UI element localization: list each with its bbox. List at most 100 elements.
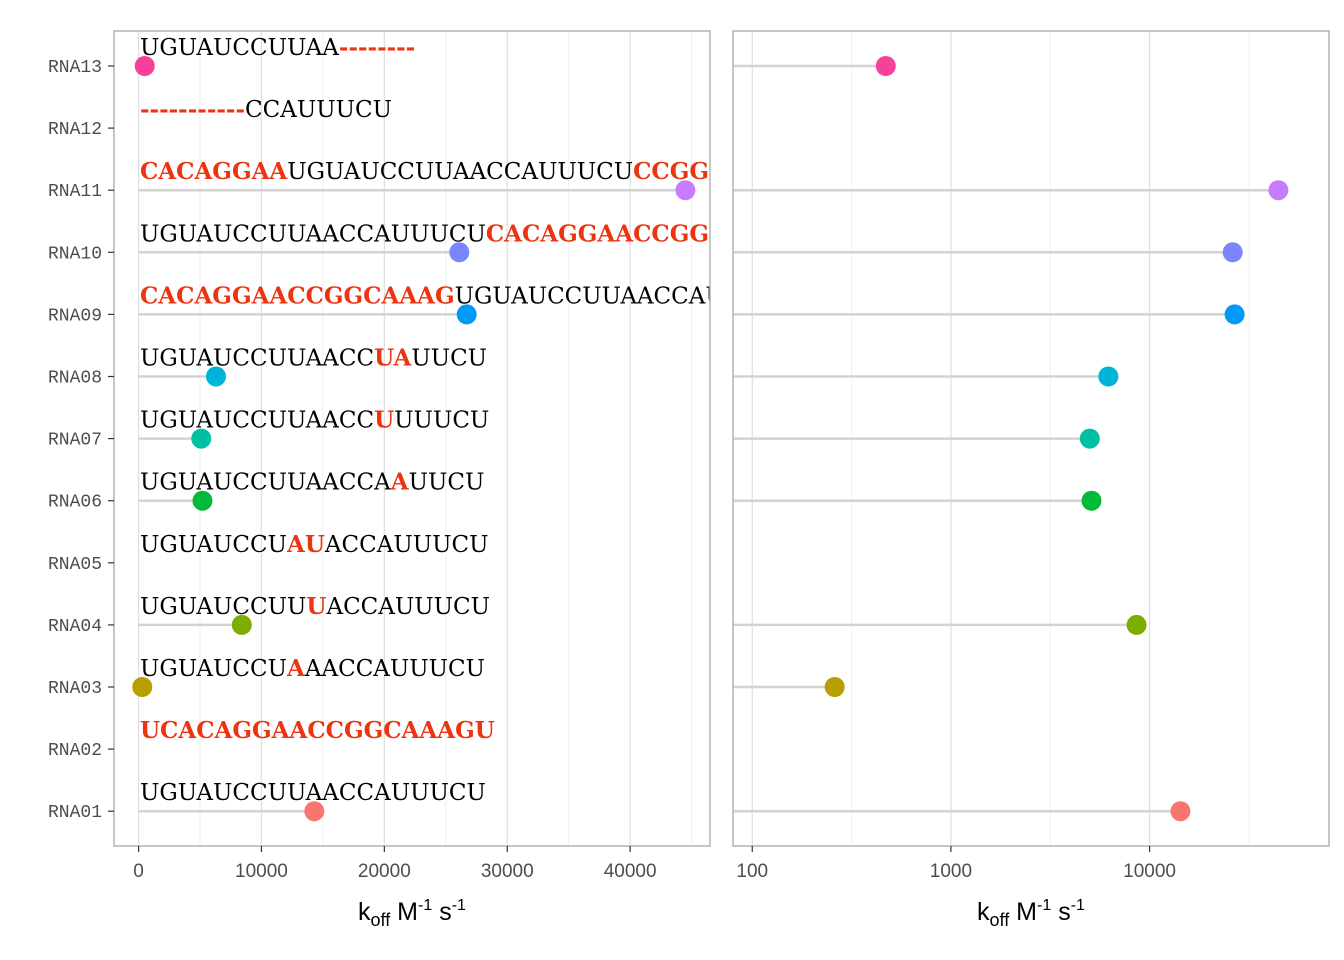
y-tick-label: RNA02 <box>48 741 102 761</box>
x-axis-title-subscript: off <box>990 910 1011 930</box>
x-axis-title-unit-s: s <box>1051 898 1070 926</box>
panel-linear-background <box>114 31 710 846</box>
y-tick-label: RNA11 <box>48 182 102 202</box>
x-axis-log: 100 1000 10000 <box>736 846 1176 882</box>
sequence-label-rna10: UGUAUCCUUAACCAUUUCUCACAGGAACCGGCA <box>140 220 746 247</box>
sequence-segment: UGUAUCCUU <box>140 594 306 620</box>
x-axis-title-unit-m: M <box>390 898 418 926</box>
sequence-segment: UGUAUCCUUAACC <box>140 408 374 434</box>
sequence-highlight: U <box>374 407 394 434</box>
x-axis-title-linear: koff M-1 s-1 <box>358 897 466 930</box>
sequence-label-rna06: UGUAUCCUUAACCAAUUCU <box>140 469 484 496</box>
x-axis-title-base: k <box>977 898 990 926</box>
sequence-highlight: UCACAGGAACCGGCAAAGU <box>140 717 495 744</box>
x-tick-label: 0 <box>133 861 144 882</box>
x-axis-title-unit-s: s <box>432 898 451 926</box>
sequence-highlight: CACAGGAA <box>140 158 288 185</box>
y-tick-label: RNA09 <box>48 306 102 326</box>
data-point-rna07 <box>1079 428 1100 449</box>
sequence-segment: UGUAUCCUUAACCAUUUCU <box>287 159 633 185</box>
data-point-rna10 <box>1222 242 1243 263</box>
panel-linear-points <box>132 56 696 822</box>
sequence-segment: UUCU <box>409 470 485 496</box>
data-point-rna08 <box>205 366 226 387</box>
data-point-rna09 <box>456 304 477 325</box>
panel-log-points <box>824 56 1289 822</box>
x-tick-label: 10000 <box>235 861 288 882</box>
data-point-rna07 <box>191 428 212 449</box>
x-axis-title-base: k <box>358 898 371 926</box>
sequence-segment: ACCAUUUCU <box>325 594 490 620</box>
sequence-segment: UGUAUCCUUAACCAUU <box>455 283 744 309</box>
data-point-rna04 <box>1126 614 1147 635</box>
data-point-rna01 <box>304 801 325 822</box>
sequence-highlight: A <box>390 469 410 496</box>
sequence-label-rna07: UGUAUCCUUAACCUUUUCU <box>140 407 489 434</box>
sequence-segment: UGUAUCCUUAACCAUUUCU <box>140 780 486 806</box>
sequence-label-rna11: CACAGGAAUGUAUCCUUAACCAUUUCUCCGGCA <box>140 158 746 185</box>
y-tick-label: RNA12 <box>48 120 102 140</box>
sequence-highlight: CACAGGAACCGGCA <box>486 220 746 247</box>
sequence-label-rna08: UGUAUCCUUAACCUAUUCU <box>140 345 487 372</box>
sequence-segment: ACCAUUUCU <box>324 532 489 558</box>
sequence-label-rna12: -----------CCAUUUCU <box>140 96 392 123</box>
sequence-highlight: ----------- <box>140 96 245 123</box>
data-point-rna01 <box>1170 801 1191 822</box>
y-tick-label: RNA06 <box>48 493 102 513</box>
sequence-label-rna05: UGUAUCCUAUACCAUUUCU <box>140 531 488 558</box>
sequence-segment: UUUCU <box>394 408 489 434</box>
x-axis-title-subscript: off <box>371 910 392 930</box>
sequence-segment: CCAUUUCU <box>245 97 392 123</box>
data-point-rna13 <box>875 56 896 76</box>
sequence-label-rna02: UCACAGGAACCGGCAAAGU <box>140 717 495 744</box>
sequence-segment: UGUAUCCUUAACCAUUUCU <box>140 221 486 247</box>
sequence-labels: UGUAUCCUUAACCAUUUCUUCACAGGAACCGGCAAAGUUG… <box>140 34 746 806</box>
y-tick-label: RNA04 <box>48 617 102 637</box>
y-tick-label: RNA01 <box>48 803 102 823</box>
sequence-label-rna13: UGUAUCCUUAA-------- <box>140 34 415 61</box>
x-tick-label: 20000 <box>358 861 411 882</box>
data-point-rna11 <box>675 180 696 201</box>
x-axis-linear: 0 10000 20000 30000 40000 <box>133 846 657 882</box>
y-tick-label: RNA05 <box>48 555 102 575</box>
sequence-segment: UGUAUCCU <box>140 532 287 558</box>
data-point-rna06 <box>1081 490 1102 511</box>
x-axis-title-superscript-2: -1 <box>1071 897 1085 914</box>
x-axis-title-superscript-2: -1 <box>452 897 466 914</box>
sequence-highlight: UA <box>374 345 412 372</box>
data-point-rna10 <box>449 242 470 263</box>
y-tick-label: RNA03 <box>48 679 102 699</box>
sequence-segment: UGUAUCCU <box>140 656 287 682</box>
data-point-rna11 <box>1268 180 1289 201</box>
x-axis-title-unit-m: M <box>1009 898 1037 926</box>
y-axis: RNA01 RNA02 RNA03 RNA04 RNA05 RNA06 RNA07 RNA08… <box>48 58 114 823</box>
sequence-highlight: CCGGCA <box>633 158 746 185</box>
sequence-highlight: -------- <box>339 34 415 61</box>
sequence-segment: AACCAUUUCU <box>304 656 485 682</box>
x-axis-title-log: koff M-1 s-1 <box>977 897 1085 930</box>
data-point-rna13 <box>134 56 155 76</box>
sequence-highlight: A <box>286 655 306 682</box>
panel-log: 100 1000 10000 koff M-1 s-1 <box>732 30 1330 930</box>
x-tick-label: 100 <box>736 861 768 882</box>
data-point-rna06 <box>192 490 213 511</box>
sequence-label-rna01: UGUAUCCUUAACCAUUUCU <box>140 780 486 806</box>
x-tick-label: 1000 <box>930 861 972 882</box>
sequence-highlight: U <box>306 593 326 620</box>
sequence-label-rna03: UGUAUCCUAAACCAUUUCU <box>140 655 485 682</box>
data-point-rna04 <box>231 614 252 635</box>
sequence-segment: UGUAUCCUUAACC <box>140 346 374 372</box>
sequence-segment: UGUAUCCUUAACCA <box>140 470 391 496</box>
x-axis-title-superscript-1: -1 <box>418 897 432 914</box>
data-point-rna03 <box>824 677 845 697</box>
data-point-rna08 <box>1098 366 1119 387</box>
y-tick-label: RNA13 <box>48 58 102 78</box>
sequence-highlight: CACAGGAACCGGCAAAG <box>140 282 455 309</box>
y-tick-label: RNA08 <box>48 369 102 389</box>
x-tick-label: 30000 <box>481 861 534 882</box>
x-tick-label: 10000 <box>1123 861 1176 882</box>
sequence-label-rna04: UGUAUCCUUUACCAUUUCU <box>140 593 490 620</box>
data-point-rna03 <box>132 677 153 697</box>
y-tick-label: RNA10 <box>48 244 102 264</box>
